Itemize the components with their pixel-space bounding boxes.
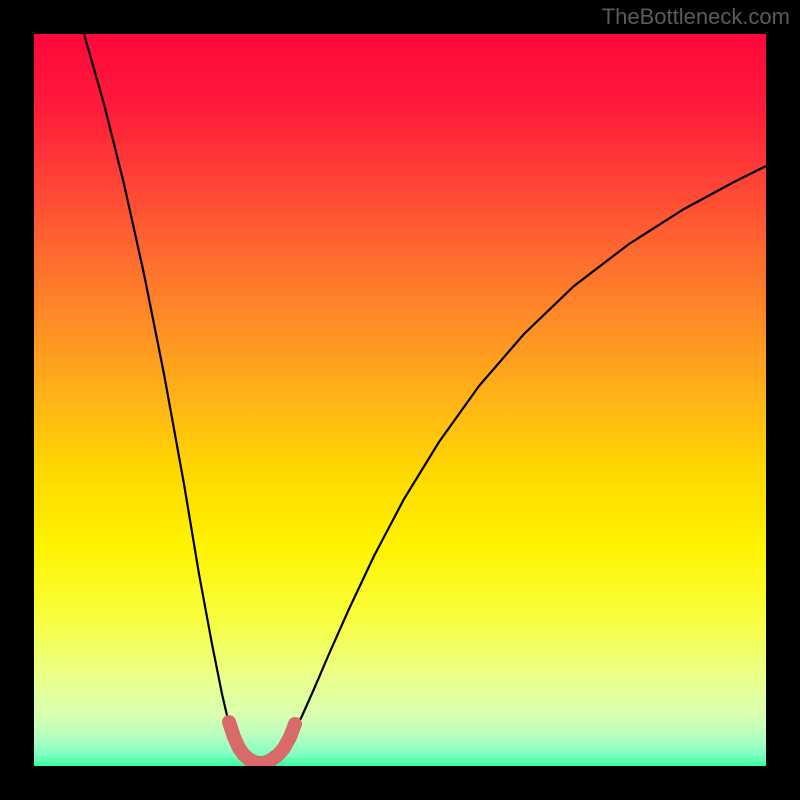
plot-area [34,34,766,766]
chart-svg [34,34,766,766]
gradient-background [34,34,766,766]
watermark-text: TheBottleneck.com [602,4,790,30]
